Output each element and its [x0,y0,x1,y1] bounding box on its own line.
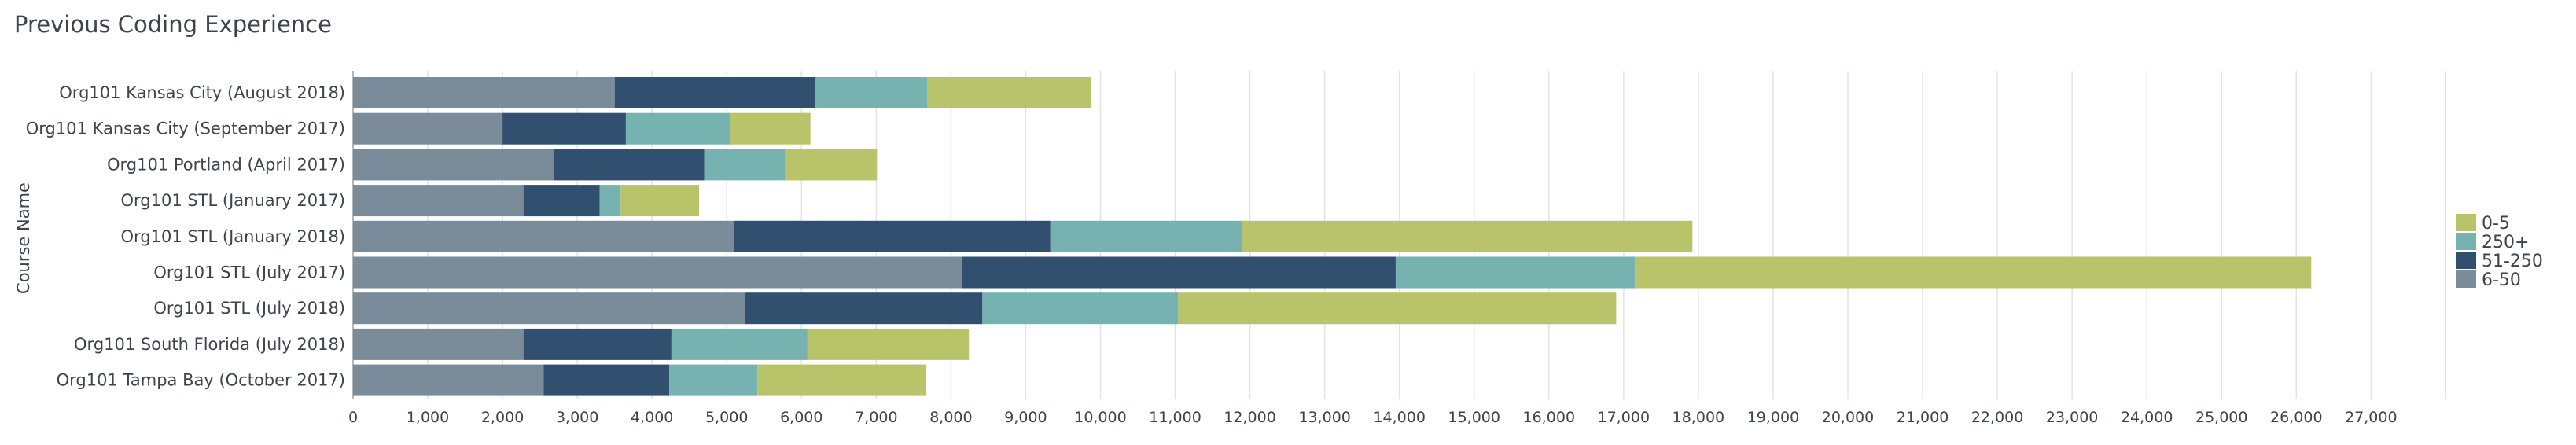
category-label: Org101 STL (July 2017) [153,263,345,282]
x-tick-label: 6,000 [780,409,822,426]
bar-segment[interactable] [1050,220,1242,252]
x-tick-label: 20,000 [1822,409,1874,426]
x-tick-label: 11,000 [1149,409,1201,426]
bar-segment[interactable] [785,149,878,181]
bar-segment[interactable] [553,149,705,181]
bar-segment[interactable] [614,77,815,108]
bar-segment[interactable] [523,185,600,217]
x-tick-label: 19,000 [1747,409,1799,426]
bar-segment[interactable] [502,112,626,145]
bars [353,77,2312,396]
category-label: Org101 STL (January 2018) [120,227,345,246]
bar-segment[interactable] [353,112,503,145]
bar-segment[interactable] [353,220,734,252]
bar-segment[interactable] [353,256,962,289]
category-label: Org101 STL (January 2017) [120,191,345,210]
category-label: Org101 Kansas City (August 2018) [59,83,345,102]
x-tick-label: 10,000 [1074,409,1126,426]
bar-segment[interactable] [704,149,786,181]
bar-segment[interactable] [543,364,670,396]
bar-segment[interactable] [926,77,1092,108]
category-label: Org101 STL (July 2018) [153,299,345,318]
category-label: Org101 South Florida (July 2018) [74,335,345,354]
x-tick-label: 1,000 [407,409,449,426]
x-tick-label: 7,000 [855,409,897,426]
x-tick-label: 27,000 [2345,409,2397,426]
x-tick-label: 25,000 [2195,409,2247,426]
category-label: Org101 Portland (April 2017) [107,155,345,174]
bar-segment[interactable] [669,364,758,396]
x-tick-label: 23,000 [2046,409,2098,426]
y-axis-title: Course Name [14,182,33,294]
x-tick-label: 5,000 [705,409,748,426]
bar-segment[interactable] [1395,256,1636,289]
x-tick-label: 12,000 [1224,409,1275,426]
bar-segment[interactable] [982,292,1179,325]
bar-segment[interactable] [1178,292,1617,325]
x-tick-label: 15,000 [1448,409,1500,426]
bar-segment[interactable] [620,185,700,217]
bar-segment[interactable] [757,364,926,396]
x-tick-label: 9,000 [1004,409,1047,426]
x-tick-label: 14,000 [1373,409,1425,426]
bar-segment[interactable] [671,328,808,360]
legend-label: 250+ [2482,233,2529,252]
legend-swatch [2456,252,2476,269]
bar-segment[interactable] [962,256,1396,289]
x-tick-labels: 0 1,000 2,000 3,000 4,000 5,000 6,000 7,000 8,00… [348,409,2398,426]
x-tick-label: 4,000 [631,409,673,426]
bar-segment[interactable] [625,112,731,145]
legend-label: 6-50 [2482,270,2521,290]
bar-segment[interactable] [815,77,927,108]
x-tick-label: 26,000 [2270,409,2322,426]
bar-segment[interactable] [1635,256,2312,289]
category-label: Org101 Kansas City (September 2017) [26,120,345,138]
x-tick-label: 0 [348,409,358,426]
legend-swatch [2456,270,2476,288]
chart-title: Previous Coding Experience [14,11,332,38]
bar-segment[interactable] [353,185,524,217]
bar-segment[interactable] [807,328,970,360]
x-tick-label: 18,000 [1673,409,1724,426]
x-tick-label: 3,000 [556,409,598,426]
x-tick-label: 16,000 [1523,409,1575,426]
legend-label: 51-250 [2482,252,2543,271]
bar-segment[interactable] [353,149,554,181]
bar-segment[interactable] [353,364,544,396]
bar-segment[interactable] [353,328,524,360]
x-tick-label: 21,000 [1897,409,1949,426]
x-tick-label: 2,000 [481,409,524,426]
bar-segment[interactable] [734,220,1051,252]
legend-swatch [2456,214,2476,231]
legend-swatch [2456,233,2476,250]
x-tick-label: 22,000 [1971,409,2023,426]
bar-segment[interactable] [745,292,983,325]
bar-segment[interactable] [353,77,615,108]
x-tick-label: 17,000 [1598,409,1650,426]
category-label: Org101 Tampa Bay (October 2017) [57,371,345,390]
bar-segment[interactable] [1242,220,1693,252]
x-tick-label: 8,000 [929,409,972,426]
bar-segment[interactable] [353,292,746,325]
category-labels: Org101 Kansas City (August 2018) Org101 K… [26,83,345,390]
legend-label: 0-5 [2482,214,2510,234]
x-tick-label: 24,000 [2121,409,2173,426]
bar-segment[interactable] [523,328,672,360]
bar-segment[interactable] [599,185,621,217]
bar-segment[interactable] [730,112,811,145]
x-tick-label: 13,000 [1298,409,1350,426]
